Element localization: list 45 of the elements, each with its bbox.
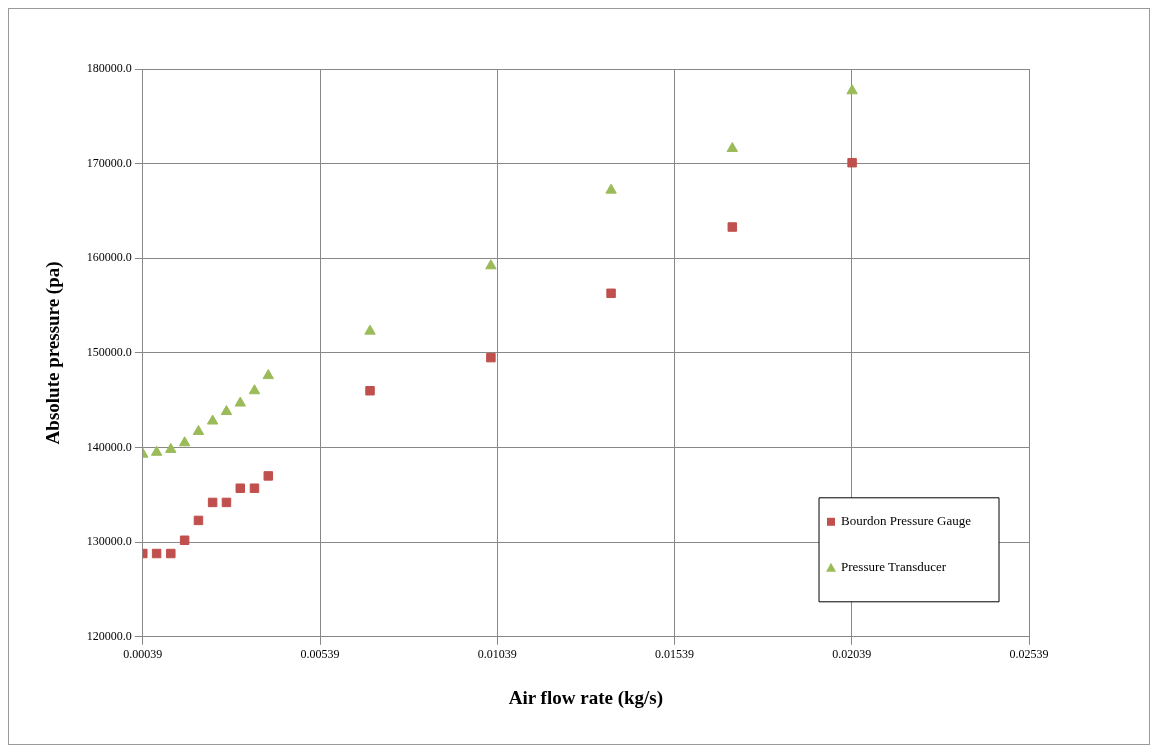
point [165,442,177,453]
point [207,497,218,508]
point [151,548,162,559]
x-tick-label: 0.02039 [832,647,872,662]
point [263,471,274,481]
point [262,369,274,380]
point [234,396,246,407]
y-tick-label: 140000.0 [86,439,132,454]
point [192,424,205,435]
y-tick-label: 130000.0 [86,534,132,549]
y-tick-label: 170000.0 [86,155,132,170]
y-tick-label: 160000.0 [86,250,132,265]
y-tick-label: 150000.0 [86,345,132,360]
x-axis-title: Air flow rate (kg/s) [508,686,664,709]
legend-label: Pressure Transducer [841,559,947,575]
point [206,414,219,425]
point [605,183,617,194]
point [178,436,191,447]
point [365,386,375,396]
point [248,384,261,395]
point [727,222,738,232]
x-tick-label: 0.02539 [1009,647,1049,662]
point [486,352,496,363]
point [221,497,232,508]
point [220,405,233,416]
y-axis-title: Absolute pressure (pa) [42,261,65,445]
point [249,483,260,493]
point [150,445,163,456]
point [179,535,190,546]
x-tick-label: 0.00039 [123,647,163,662]
x-tick-label: 0.01039 [477,647,517,662]
point [364,324,376,335]
y-tick-label: 180000.0 [86,61,132,76]
legend-label: Bourdon Pressure Gauge [841,513,972,529]
point [166,548,176,559]
point [847,157,857,168]
point [485,259,497,270]
point [235,483,246,493]
y-tick-label: 120000.0 [86,628,132,643]
x-tick-label: 0.00539 [300,647,340,662]
point [846,84,858,95]
point [606,288,616,299]
point [726,141,738,152]
x-tick-label: 0.01539 [655,647,695,662]
point [193,515,204,526]
